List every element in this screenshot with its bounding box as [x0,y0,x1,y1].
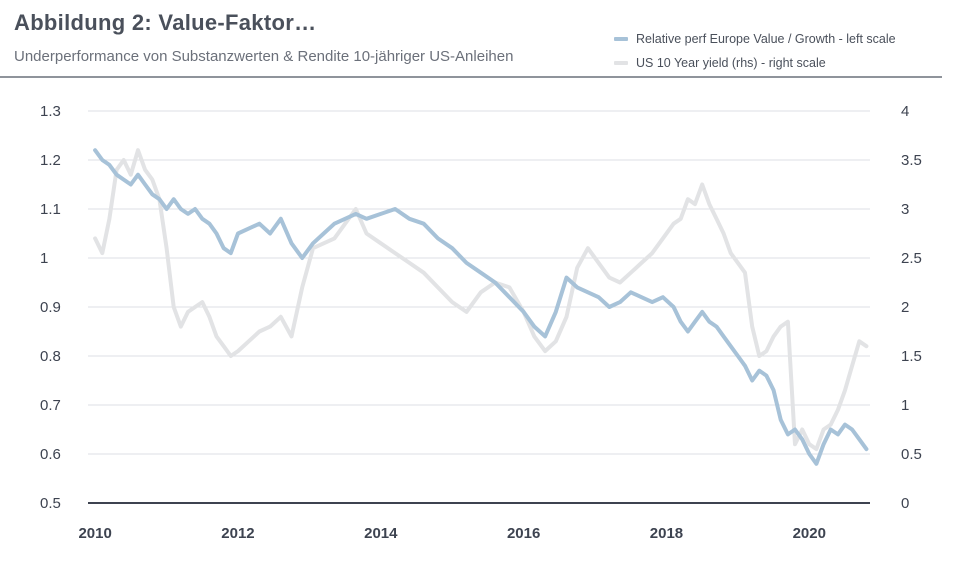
legend-item-value-growth: Relative perf Europe Value / Growth - le… [614,27,896,51]
y-right-tick-label: 2 [901,299,909,316]
y-left-tick-label: 0.6 [40,446,61,463]
y-left-tick-label: 1.3 [40,103,61,120]
page-subtitle: Underperformance von Substanzwerten & Re… [14,48,514,65]
y-left-tick-label: 0.5 [40,495,61,512]
series-line-us-yield [93,148,869,452]
y-right-tick-label: 4 [901,103,909,120]
y-right-tick-label: 0 [901,495,909,512]
y-right-tick-label: 1.5 [901,348,922,365]
x-tick-label: 2016 [507,525,540,542]
legend-swatch-us-yield [614,61,628,65]
page-title: Abbildung 2: Value-Faktor… [14,10,317,35]
y-left-tick-label: 1.1 [40,201,61,218]
x-tick-label: 2012 [221,525,254,542]
y-left-tick-label: 1 [40,250,48,267]
legend-swatch-value-growth [614,37,628,41]
legend-label-value-growth: Relative perf Europe Value / Growth - le… [636,32,896,46]
x-tick-label: 2020 [793,525,826,542]
series-line-value-growth [93,148,869,466]
y-right-tick-label: 3 [901,201,909,218]
x-tick-label: 2014 [364,525,398,542]
y-right-tick-label: 3.5 [901,152,922,169]
legend-item-us-yield: US 10 Year yield (rhs) - right scale [614,51,896,75]
header-divider [0,76,942,78]
y-left-tick-label: 0.7 [40,397,61,414]
y-right-tick-label: 0.5 [901,446,922,463]
y-right-tick-label: 2.5 [901,250,922,267]
x-tick-label: 2010 [78,525,111,542]
legend-label-us-yield: US 10 Year yield (rhs) - right scale [636,56,826,70]
y-left-tick-label: 0.8 [40,348,61,365]
x-tick-label: 2018 [650,525,683,542]
y-left-tick-label: 0.9 [40,299,61,316]
y-right-tick-label: 1 [901,397,909,414]
chart-legend: Relative perf Europe Value / Growth - le… [614,27,896,75]
y-left-tick-label: 1.2 [40,152,61,169]
